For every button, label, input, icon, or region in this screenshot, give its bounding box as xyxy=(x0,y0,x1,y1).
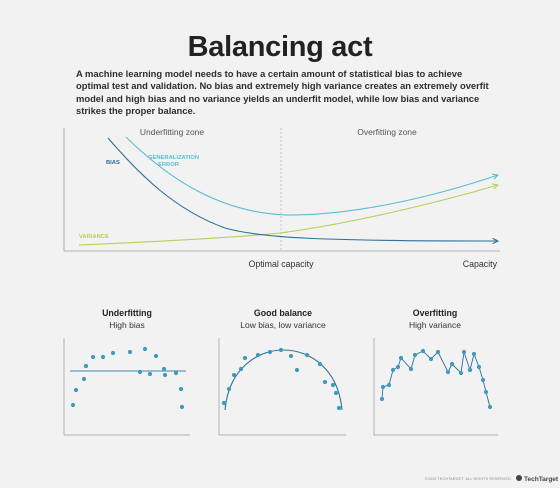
panel-good-balance: Good balance Low bias, low variance xyxy=(218,308,346,436)
data-point xyxy=(288,353,294,359)
data-point xyxy=(420,348,426,354)
fit-curve xyxy=(224,349,343,411)
data-point xyxy=(480,377,486,383)
data-point xyxy=(435,349,441,355)
data-point xyxy=(487,404,493,410)
page-title: Balancing act xyxy=(187,31,373,63)
data-point xyxy=(304,352,310,358)
data-point xyxy=(147,371,153,377)
data-point xyxy=(100,354,106,360)
panel-title: Overfitting xyxy=(413,308,457,318)
data-point xyxy=(395,364,401,370)
brand-logo-text: TechTarget xyxy=(524,476,559,483)
brand-logo-icon xyxy=(516,475,522,481)
data-point xyxy=(458,370,464,376)
data-point xyxy=(90,354,96,360)
capacity-axis-label: Capacity xyxy=(463,259,498,269)
optimal-capacity-label: Optimal capacity xyxy=(248,259,314,269)
panel-title: Good balance xyxy=(254,308,312,318)
generalization-error-label-line1: GENERALIZATION xyxy=(148,155,199,161)
panel-title: Underfitting xyxy=(102,308,152,318)
data-point xyxy=(467,367,473,373)
generalization-error-label-line2: ERROR xyxy=(158,162,180,168)
variance-label: VARIANCE xyxy=(79,234,109,240)
data-points xyxy=(221,347,342,411)
data-point xyxy=(476,364,482,370)
data-point xyxy=(161,366,167,372)
data-point xyxy=(162,372,168,378)
data-point xyxy=(336,405,342,411)
main-chart: Underfitting zone Overfitting zone BIAS … xyxy=(63,127,500,269)
data-point xyxy=(322,379,328,385)
data-point xyxy=(231,372,237,378)
panel-subtitle: Low bias, low variance xyxy=(240,320,326,330)
data-point xyxy=(142,346,148,352)
data-point xyxy=(127,349,133,355)
data-point xyxy=(137,369,143,375)
data-point xyxy=(408,366,414,372)
data-point xyxy=(333,390,339,396)
data-point xyxy=(330,382,336,388)
data-point xyxy=(483,389,489,395)
data-point xyxy=(445,369,451,375)
bias-label: BIAS xyxy=(106,160,120,166)
data-point xyxy=(278,347,284,353)
variance-curve xyxy=(78,185,498,246)
data-point xyxy=(178,386,184,392)
data-points xyxy=(70,346,185,410)
data-point xyxy=(153,353,159,359)
panel-underfitting: Underfitting High bias xyxy=(63,308,190,436)
data-point xyxy=(83,363,89,369)
data-point xyxy=(380,384,386,390)
overfitting-zone-label: Overfitting zone xyxy=(357,127,417,137)
generalization-error-curve xyxy=(125,136,498,216)
data-point xyxy=(398,355,404,361)
data-point xyxy=(294,367,300,373)
fit-zigzag xyxy=(381,350,491,408)
bias-curve xyxy=(107,137,498,241)
data-point xyxy=(471,351,477,357)
data-points xyxy=(379,348,493,410)
data-point xyxy=(173,370,179,376)
data-point xyxy=(81,376,87,382)
data-point xyxy=(255,352,261,358)
data-point xyxy=(317,361,323,367)
data-point xyxy=(179,404,185,410)
panel-subtitle: High variance xyxy=(409,320,461,330)
data-point xyxy=(386,382,392,388)
data-point xyxy=(221,400,227,406)
data-point xyxy=(428,356,434,362)
data-point xyxy=(226,386,232,392)
panel-overfitting: Overfitting High variance xyxy=(373,308,498,436)
data-point xyxy=(238,366,244,372)
data-point xyxy=(267,349,273,355)
panel-subtitle: High bias xyxy=(109,320,144,330)
data-point xyxy=(379,396,385,402)
copyright-credit: ©2019 TECHTARGET. ALL RIGHTS RESERVED. xyxy=(425,477,512,481)
data-point xyxy=(461,349,467,355)
data-point xyxy=(390,367,396,373)
intro-paragraph: A machine learning model needs to have a… xyxy=(76,68,489,117)
data-point xyxy=(73,387,79,393)
data-point xyxy=(110,350,116,356)
data-point xyxy=(449,361,455,367)
underfitting-zone-label: Underfitting zone xyxy=(140,127,205,137)
footer: ©2019 TECHTARGET. ALL RIGHTS RESERVED. T… xyxy=(425,475,559,483)
data-point xyxy=(242,355,248,361)
data-point xyxy=(412,352,418,358)
data-point xyxy=(70,402,76,408)
